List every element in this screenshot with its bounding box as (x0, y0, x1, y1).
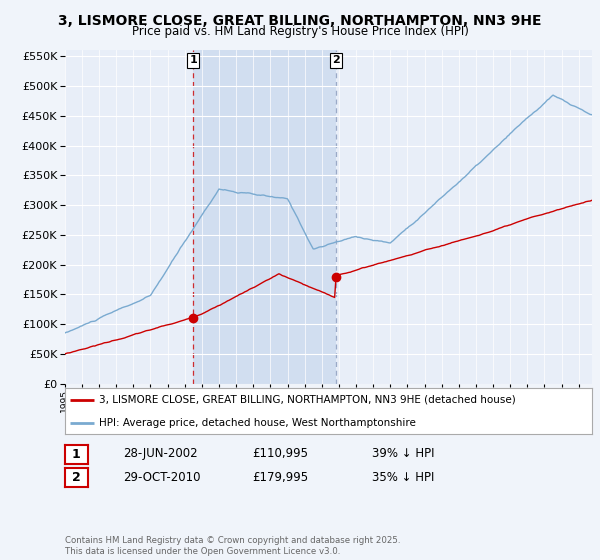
Text: 1: 1 (189, 55, 197, 66)
Text: 28-JUN-2002: 28-JUN-2002 (123, 447, 197, 460)
Text: 35% ↓ HPI: 35% ↓ HPI (372, 470, 434, 484)
Text: 2: 2 (332, 55, 340, 66)
Text: 1: 1 (72, 447, 80, 461)
Text: £179,995: £179,995 (252, 470, 308, 484)
Text: 2: 2 (72, 471, 80, 484)
Text: Price paid vs. HM Land Registry's House Price Index (HPI): Price paid vs. HM Land Registry's House … (131, 25, 469, 38)
Text: 29-OCT-2010: 29-OCT-2010 (123, 470, 200, 484)
Text: Contains HM Land Registry data © Crown copyright and database right 2025.
This d: Contains HM Land Registry data © Crown c… (65, 536, 400, 556)
Text: 39% ↓ HPI: 39% ↓ HPI (372, 447, 434, 460)
Text: £110,995: £110,995 (252, 447, 308, 460)
Text: 3, LISMORE CLOSE, GREAT BILLING, NORTHAMPTON, NN3 9HE (detached house): 3, LISMORE CLOSE, GREAT BILLING, NORTHAM… (99, 395, 516, 404)
Text: 3, LISMORE CLOSE, GREAT BILLING, NORTHAMPTON, NN3 9HE: 3, LISMORE CLOSE, GREAT BILLING, NORTHAM… (58, 14, 542, 28)
Bar (193, 50, 336, 384)
Text: HPI: Average price, detached house, West Northamptonshire: HPI: Average price, detached house, West… (99, 418, 416, 427)
